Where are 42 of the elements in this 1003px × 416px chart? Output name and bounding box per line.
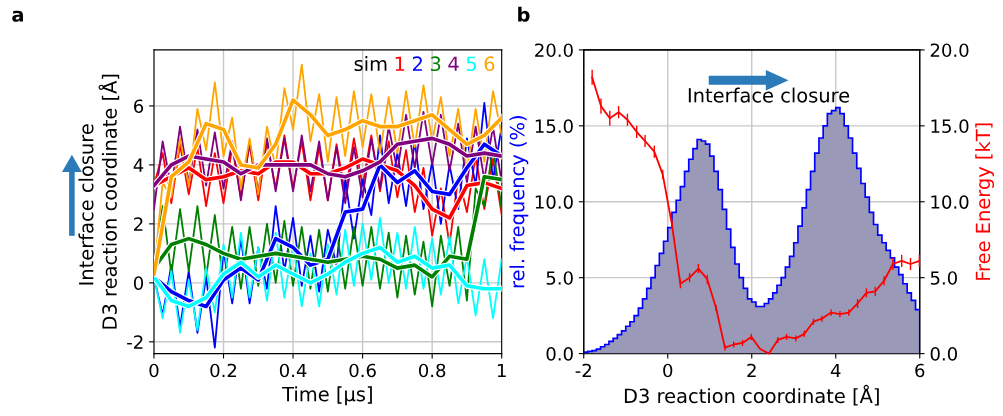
y-axis-title: D3 reaction coordinate [Å] [98, 74, 120, 329]
y-tick-label: 20.0 [535, 43, 573, 58]
x-tick-label: 0 [149, 363, 159, 378]
y-tick-label: 10.0 [535, 195, 573, 209]
y2-tick-label: 20.0 [930, 43, 969, 58]
y-tick-label: -2 [127, 335, 143, 349]
x-tick-label: 1 [497, 363, 506, 378]
text: 6 [484, 56, 495, 72]
text: 4 [448, 56, 459, 71]
y-tick-label: 2 [134, 217, 143, 231]
legend-title: sim [354, 56, 387, 72]
y-tick-label: 5.0 [546, 271, 573, 285]
text: 5 [466, 56, 476, 72]
y2-tick-label: 5.0 [930, 271, 957, 285]
y-tick-label: 6 [134, 99, 144, 114]
x-tick-label: 0 [663, 363, 673, 378]
y-tick-label: 15.0 [535, 119, 573, 133]
x-tick-label: 0.4 [279, 363, 307, 378]
y-tick-label: 0 [133, 276, 144, 290]
x-tick-label: 4 [830, 363, 841, 378]
x-tick-label: 0.2 [210, 363, 237, 378]
y2-tick-label: 10.0 [931, 195, 969, 209]
y2-axis-title: Free Energy [kT] [975, 123, 995, 280]
text: 3 [430, 56, 441, 72]
x-tick-label: 0.6 [349, 363, 376, 378]
annotation: Interface closure [688, 87, 850, 103]
chart-title: a [12, 10, 23, 22]
x-axis-title: D3 reaction coordinate [Å] [624, 384, 879, 406]
x-axis-title: Time [μs] [282, 386, 372, 406]
chart-title: b [518, 6, 530, 22]
y-axis-title: rel. frequency (%) [509, 116, 529, 288]
text: 2 [412, 56, 422, 71]
y-tick-label: 0.0 [546, 347, 573, 361]
text: 1 [395, 56, 405, 71]
text: Interface closure [78, 124, 94, 285]
x-tick-label: -2 [575, 363, 591, 378]
y2-tick-label: 0.0 [930, 347, 957, 361]
y2-tick-label: 15.0 [931, 119, 969, 133]
x-tick-label: 0.8 [418, 363, 446, 378]
x-tick-label: 2 [747, 363, 756, 378]
x-tick-label: 6 [915, 363, 925, 378]
y-tick-label: 4 [133, 158, 144, 172]
